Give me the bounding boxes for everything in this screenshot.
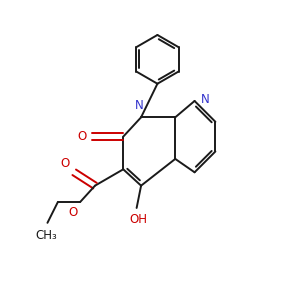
Text: O: O	[77, 130, 87, 143]
Text: O: O	[61, 157, 70, 170]
Text: OH: OH	[129, 213, 147, 226]
Text: O: O	[68, 206, 78, 219]
Text: CH₃: CH₃	[35, 230, 57, 242]
Text: N: N	[135, 99, 144, 112]
Text: N: N	[201, 93, 210, 106]
